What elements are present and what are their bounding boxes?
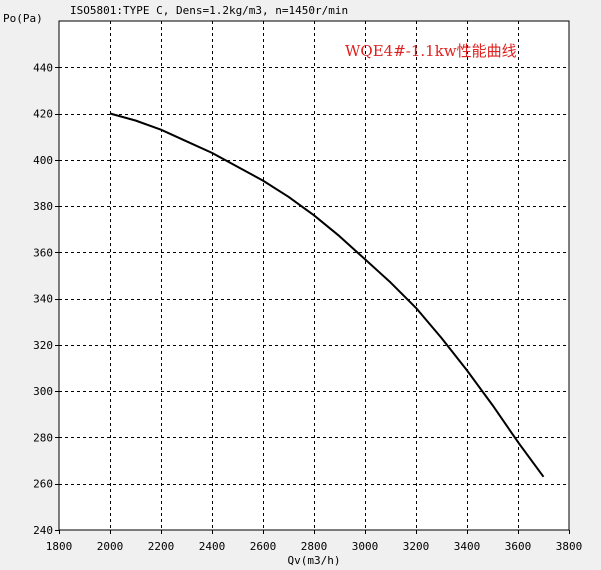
x-tick-label: 2600 [250,540,277,553]
y-tick-label: 260 [33,478,53,491]
x-tick-label: 3000 [352,540,379,553]
y-tick-label: 340 [33,293,53,306]
y-tick-label: 380 [33,200,53,213]
y-tick-label: 420 [33,108,53,121]
x-tick-label: 2400 [199,540,226,553]
x-tick-label: 2800 [301,540,328,553]
x-tick-label: 1800 [46,540,73,553]
y-tick-label: 400 [33,154,53,167]
y-tick-label: 300 [33,385,53,398]
x-tick-label: 3800 [556,540,583,553]
x-tick-label: 3400 [454,540,481,553]
series [109,112,545,478]
x-tick-label: 3200 [403,540,430,553]
y-tick-labels: 240 260 280 300 320 340 360 380 400 420 440 [33,61,59,537]
y-tick-label: 320 [33,339,53,352]
x-axis-label: Qv(m3/h) [288,554,341,567]
x-tick-label: 3600 [505,540,532,553]
chart-header: ISO5801:TYPE C, Dens=1.2kg/m3, n=1450r/m… [70,4,348,17]
x-tick-label: 2200 [148,540,175,553]
grid [59,21,569,530]
x-tick-label: 2000 [97,540,124,553]
y-tick-label: 360 [33,246,53,259]
y-tick-label: 240 [33,524,53,537]
performance-curve-line [109,112,545,478]
y-axis-label: Po(Pa) [3,12,43,25]
chart-title: WQE4#-1.1kw性能曲线 [345,42,517,60]
y-tick-label: 440 [33,61,53,74]
x-tick-labels: 1800 2000 2200 2400 2600 2800 3000 3200 3400 3600… [46,530,583,553]
y-tick-label: 280 [33,431,53,444]
